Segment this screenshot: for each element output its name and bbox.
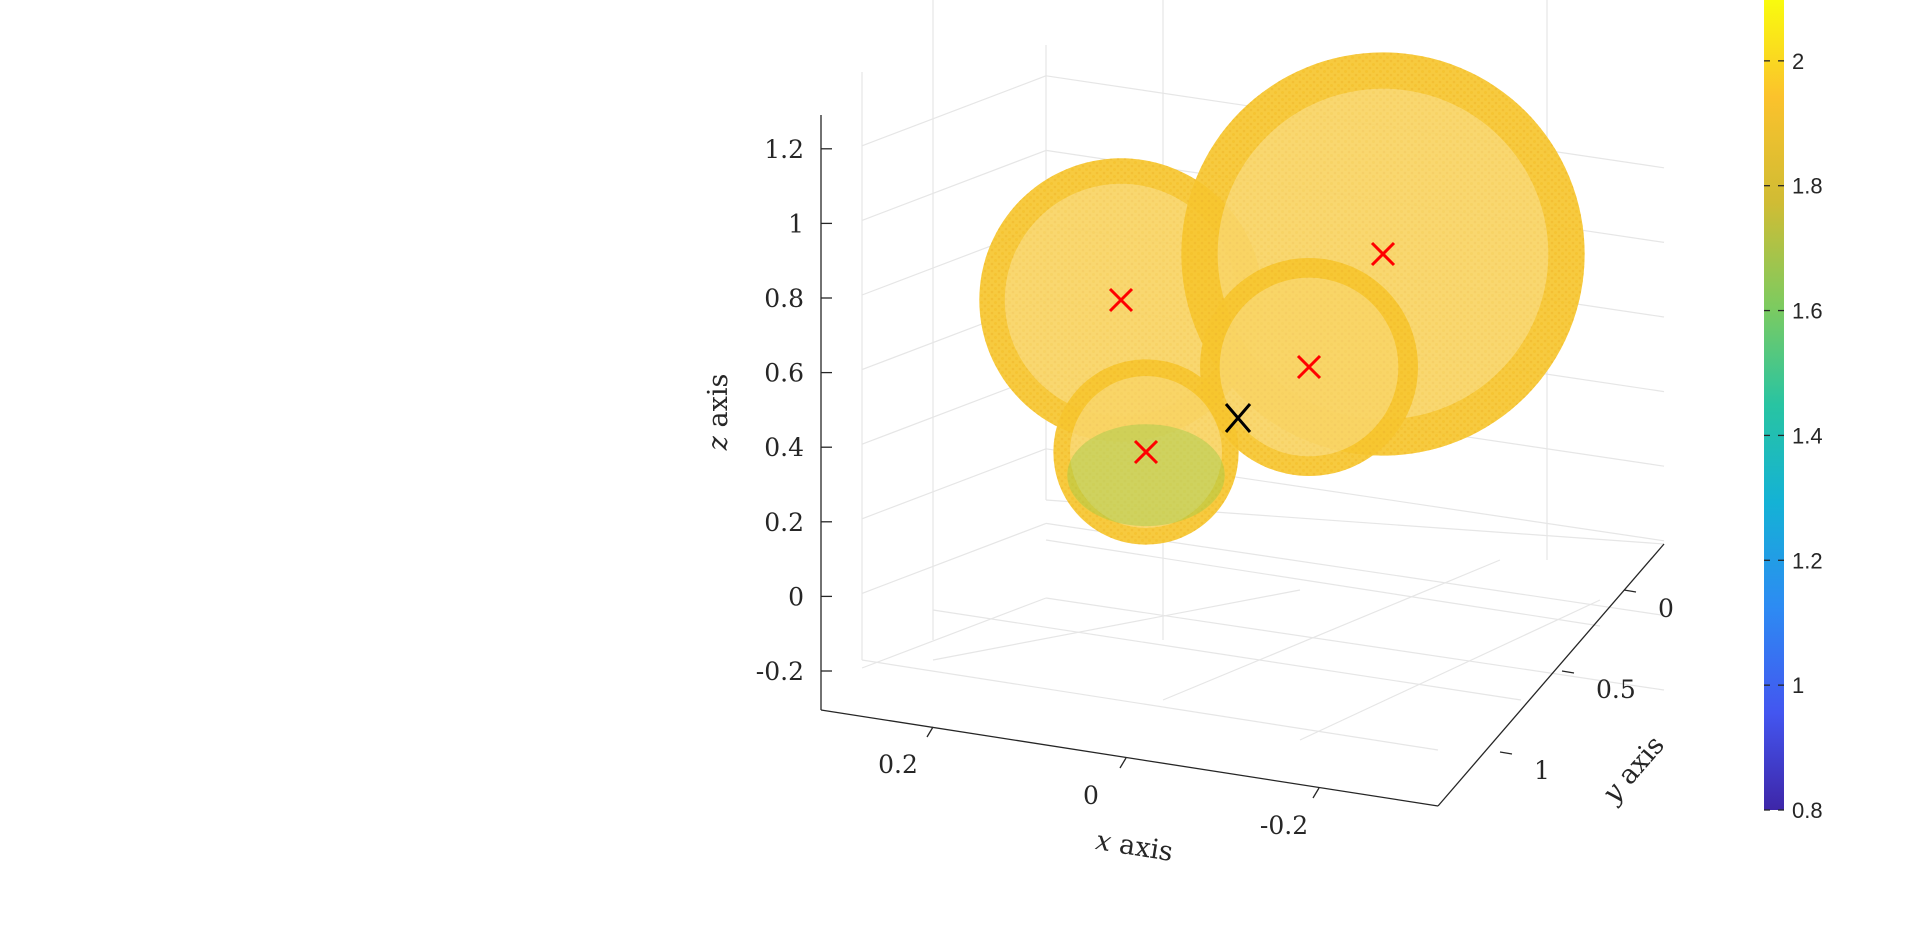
grid-line bbox=[861, 75, 1047, 147]
z-tick-label: 1 bbox=[788, 209, 804, 238]
z-tick-label: 0.6 bbox=[764, 359, 804, 388]
grid-line bbox=[861, 448, 1047, 520]
z-tick-label: 0.4 bbox=[764, 433, 804, 462]
sphere-3-center-marker bbox=[1296, 354, 1322, 380]
x-tick-label: 0 bbox=[1083, 781, 1099, 810]
grid-line bbox=[1162, 559, 1501, 701]
y-tick-label: 1 bbox=[1534, 756, 1550, 785]
colorbar-bar bbox=[1764, 0, 1784, 810]
colorbar-tick-label: 1.4 bbox=[1792, 423, 1823, 448]
grid-line bbox=[932, 609, 1522, 701]
sphere-4-center-marker bbox=[1133, 439, 1159, 465]
sphere-4-lowvalue-region bbox=[1067, 424, 1225, 527]
x-tick-label: -0.2 bbox=[1260, 811, 1308, 840]
contact-marker bbox=[1224, 403, 1252, 433]
x-axis-line bbox=[820, 709, 1439, 807]
x-tick-label: 0.2 bbox=[878, 750, 918, 779]
x-ticks: 0.2 0 -0.2 bbox=[878, 726, 1320, 840]
z-tick-label: -0.2 bbox=[756, 657, 804, 686]
sphere-4 bbox=[1053, 359, 1239, 545]
z-tick-label: 0.2 bbox=[764, 508, 804, 537]
y-tick-label: 0 bbox=[1658, 594, 1674, 623]
y-tick-mark bbox=[1561, 670, 1575, 674]
grid-line bbox=[861, 149, 1047, 221]
z-ticks: -0.2 0 0.2 0.4 0.6 0.8 1 1.2 bbox=[756, 135, 832, 686]
colorbar-tick-label: 0.8 bbox=[1792, 798, 1823, 823]
x-tick-mark bbox=[1119, 757, 1127, 769]
sphere-3 bbox=[1200, 258, 1418, 476]
z-axis-label: z axis bbox=[703, 374, 734, 452]
grid-line bbox=[1045, 539, 1601, 627]
colorbar-tick-label: 1.8 bbox=[1792, 174, 1823, 199]
x-axis-label: x axis bbox=[1094, 825, 1176, 868]
y-tick-mark bbox=[1499, 751, 1513, 755]
z-tick-label: 0 bbox=[788, 582, 804, 611]
x-tick-mark bbox=[926, 726, 934, 738]
colorbar-tick-label: 1 bbox=[1792, 673, 1804, 698]
grid-line bbox=[861, 522, 1047, 594]
grid-line bbox=[861, 659, 1439, 751]
spheres bbox=[979, 52, 1585, 545]
grid-line bbox=[861, 597, 1047, 669]
sphere-1-center-marker bbox=[1108, 287, 1134, 313]
sphere-2-center-marker bbox=[1370, 241, 1396, 267]
y-ticks: 00.51 bbox=[1499, 589, 1674, 785]
colorbar-tick-label: 1.6 bbox=[1792, 299, 1823, 324]
colorbar-tick-label: 1.2 bbox=[1792, 548, 1823, 573]
y-tick-mark bbox=[1623, 589, 1637, 593]
axes bbox=[820, 115, 1665, 807]
x-tick-mark bbox=[1312, 787, 1320, 799]
grid-line bbox=[1299, 599, 1601, 741]
y-axis-line bbox=[1437, 543, 1665, 807]
colorbar-ticks: 0.8 1 1.2 1.4 1.6 1.8 2 bbox=[1764, 49, 1823, 823]
grid-line bbox=[932, 589, 1301, 661]
z-tick-label: 0.8 bbox=[764, 284, 804, 313]
y-tick-label: 0.5 bbox=[1596, 675, 1636, 704]
grid-line bbox=[1045, 597, 1665, 691]
z-tick-label: 1.2 bbox=[764, 135, 804, 164]
colorbar-tick-label: 2 bbox=[1792, 49, 1804, 74]
colorbar bbox=[1764, 0, 1784, 810]
y-axis-label: y axis bbox=[1596, 730, 1671, 810]
